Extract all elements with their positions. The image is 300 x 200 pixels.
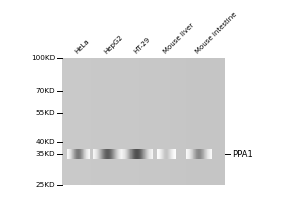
Text: 100KD: 100KD — [31, 55, 55, 61]
Bar — [0, 0, 62, 58]
Text: PPA1: PPA1 — [232, 150, 253, 159]
Text: 40KD: 40KD — [35, 139, 55, 145]
Text: HepG2: HepG2 — [103, 34, 124, 55]
Text: HT-29: HT-29 — [133, 36, 151, 55]
Text: Mouse intestine: Mouse intestine — [195, 12, 238, 55]
Bar — [0, 185, 300, 200]
Text: 70KD: 70KD — [35, 88, 55, 94]
Bar — [62, 58, 225, 185]
Text: 55KD: 55KD — [35, 110, 55, 116]
Text: HeLa: HeLa — [74, 38, 91, 55]
Bar — [225, 0, 300, 200]
Text: 35KD: 35KD — [35, 151, 55, 157]
Text: Mouse liver: Mouse liver — [162, 22, 195, 55]
Text: 25KD: 25KD — [35, 182, 55, 188]
